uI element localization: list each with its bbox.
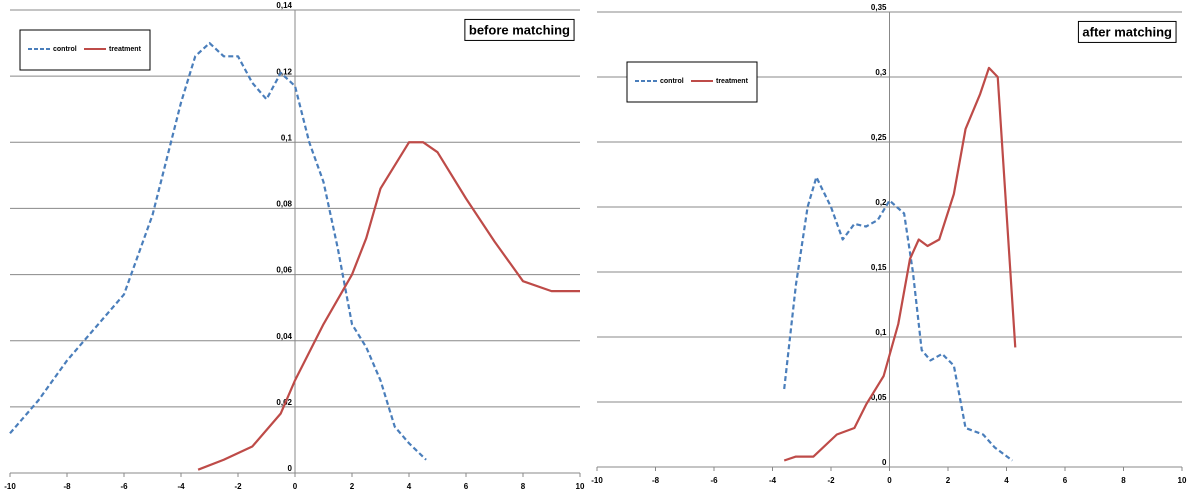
x-tick-label: -6 [120,482,128,491]
y-tick-label: 0,06 [276,266,292,275]
y-tick-label: 0 [882,458,887,467]
line-series [783,176,1014,462]
x-tick-label: 10 [576,482,585,491]
x-tick-label: 4 [1004,476,1009,485]
x-tick-label: -10 [4,482,16,491]
line-series [9,41,427,461]
x-tick-label: 0 [293,482,298,491]
legend-label: control [660,78,684,85]
x-tick-label: 8 [1121,476,1126,485]
legend-label: treatment [109,46,142,53]
annotation-box [1077,20,1177,43]
line-series [197,141,580,471]
x-tick-label: -10 [591,476,603,485]
y-tick-label: 0,12 [276,67,292,76]
x-tick-label: 10 [1178,476,1187,485]
y-tick-label: 0,35 [871,3,887,12]
y-tick-label: 0 [288,464,293,473]
y-tick-label: 0,1 [875,328,887,337]
x-tick-label: -2 [234,482,242,491]
annotation-box [464,18,575,41]
x-tick-label: 6 [1063,476,1068,485]
y-tick-label: 0,3 [875,68,887,77]
x-tick-label: 2 [350,482,355,491]
x-tick-label: 2 [946,476,951,485]
x-tick-label: -8 [652,476,660,485]
x-tick-label: -4 [769,476,777,485]
y-tick-label: 0,25 [871,133,887,142]
legend-label: treatment [716,78,749,85]
x-tick-label: -6 [710,476,718,485]
x-tick-label: 8 [521,482,526,491]
y-tick-label: 0,04 [276,332,292,341]
x-tick-label: 4 [407,482,412,491]
x-tick-label: 0 [887,476,892,485]
x-tick-label: -4 [177,482,185,491]
x-tick-label: -8 [63,482,71,491]
y-tick-label: 0,05 [871,393,887,402]
annotation: after matching [1082,24,1172,39]
x-tick-label: -2 [827,476,835,485]
line-series [783,66,1017,462]
annotation: before matching [469,22,570,37]
x-tick-label: 6 [464,482,469,491]
legend-label: control [53,46,77,53]
y-tick-label: 0,1 [281,133,293,142]
y-tick-label: 0,15 [871,263,887,272]
y-tick-label: 0,2 [875,198,887,207]
y-tick-label: 0,08 [276,200,292,209]
y-tick-label: 0,14 [276,1,292,10]
